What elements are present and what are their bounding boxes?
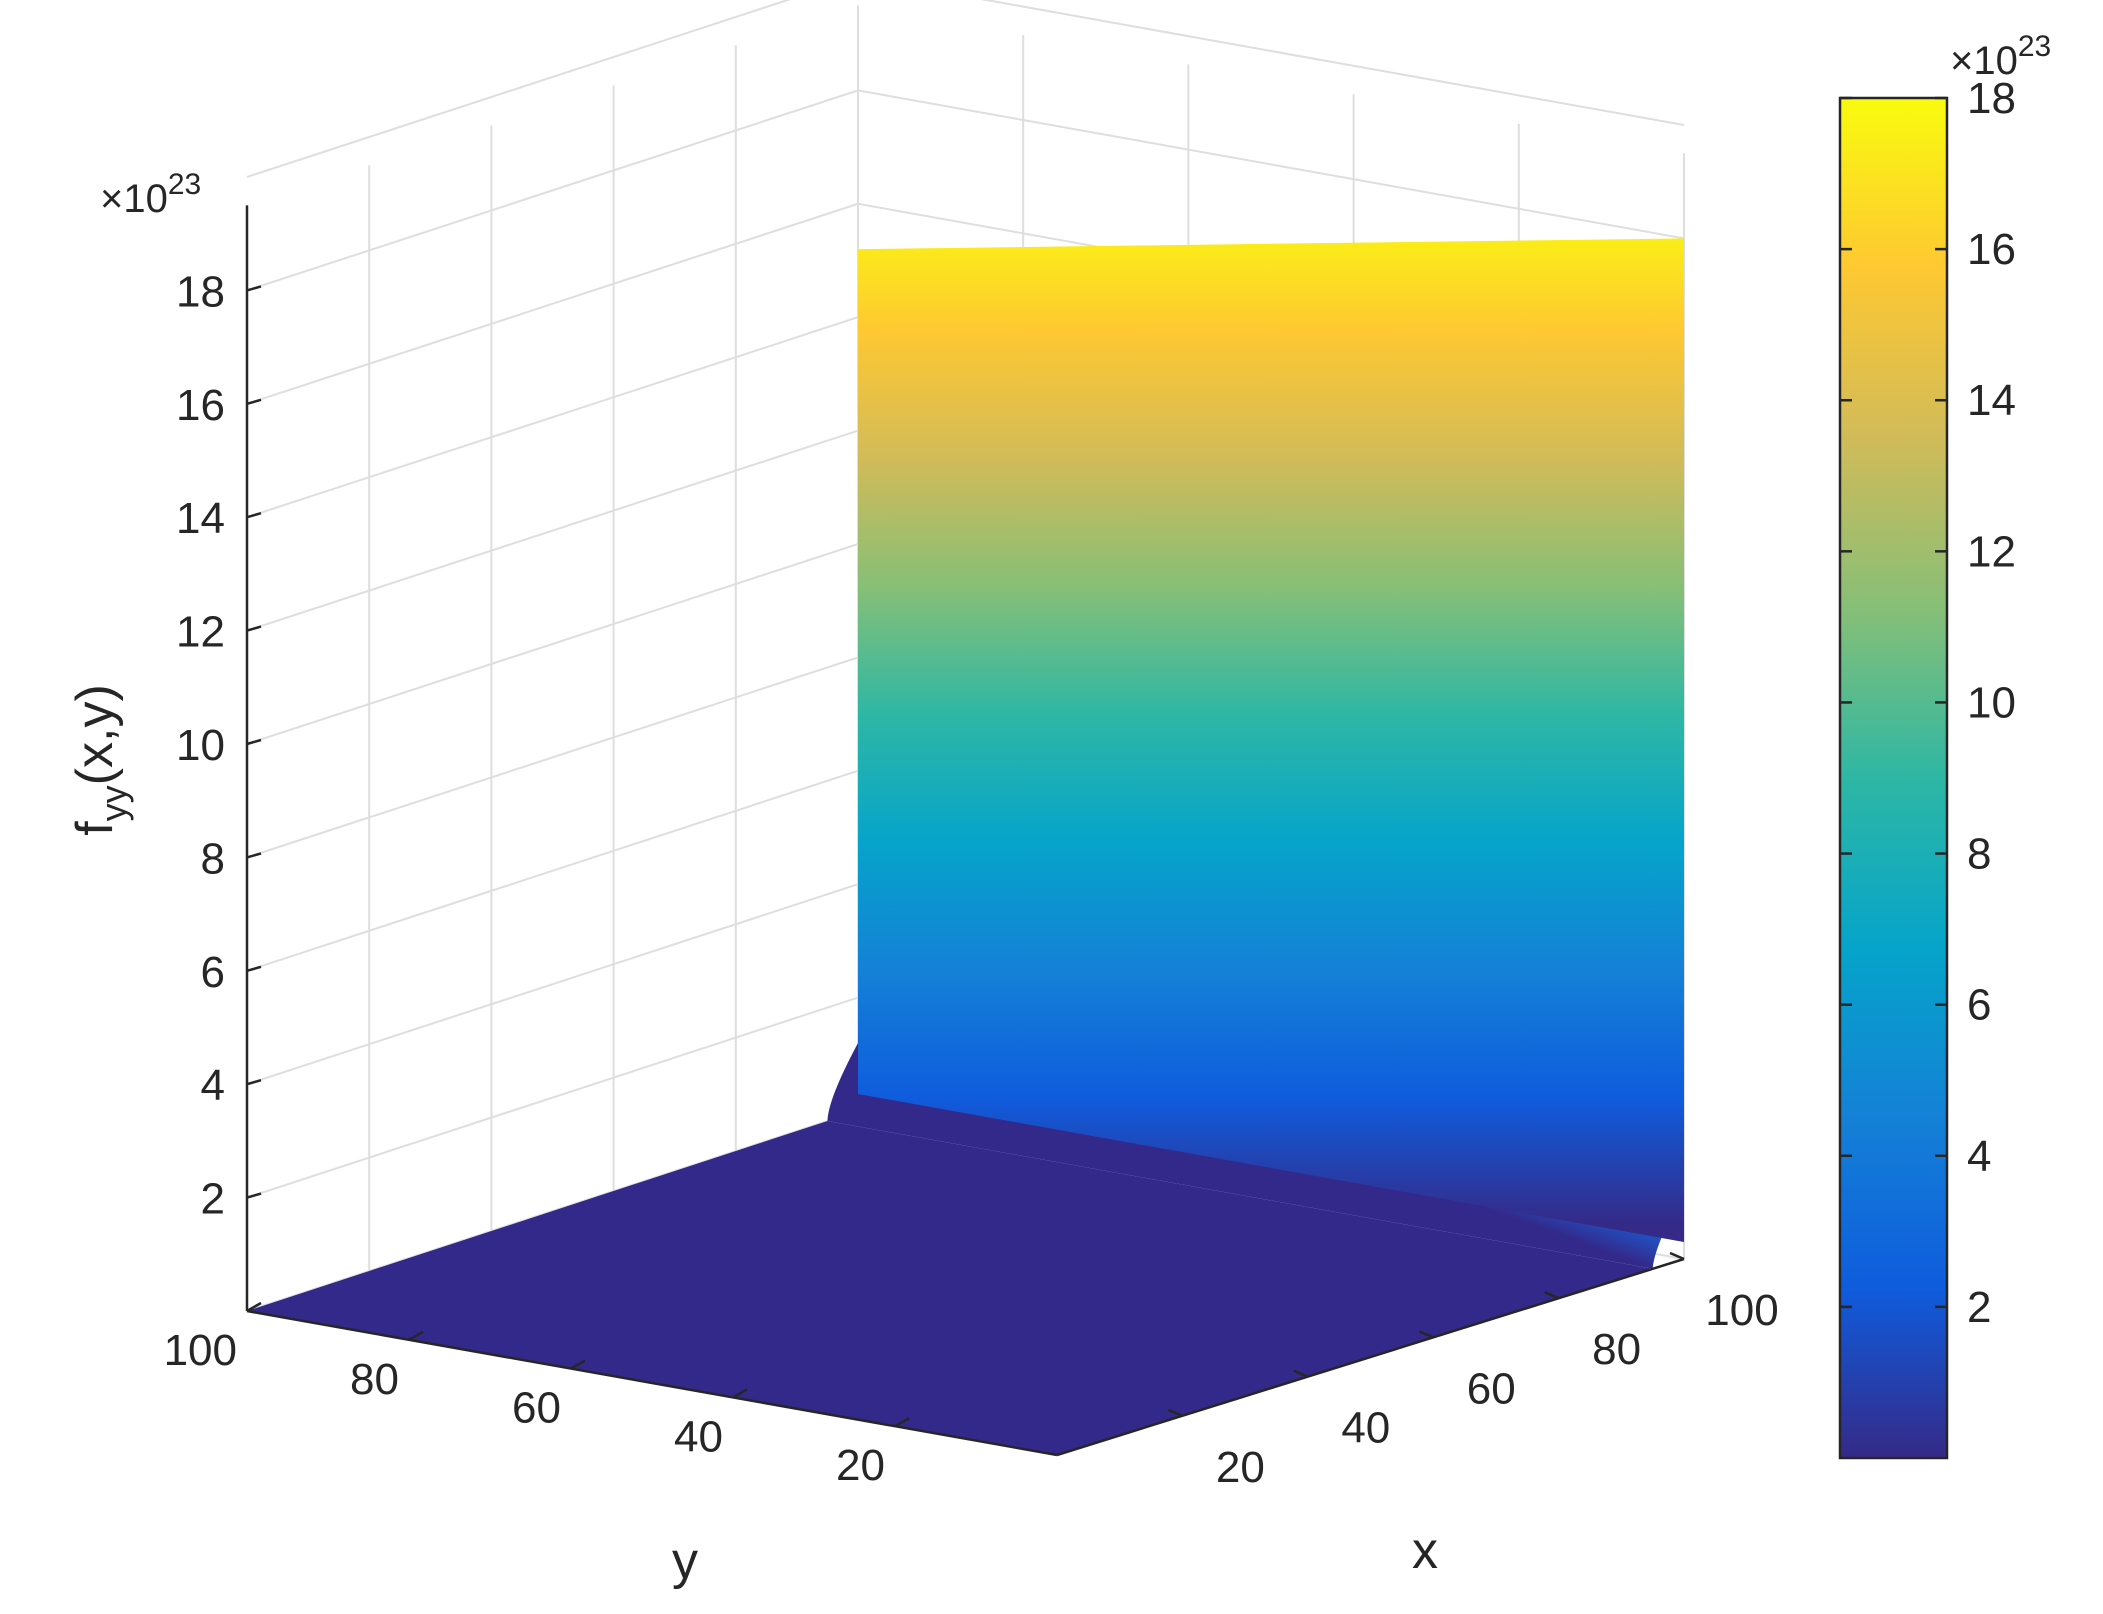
z-tick-label: 4 <box>201 1061 225 1110</box>
y-tick-mark <box>894 1417 910 1428</box>
y-axis-line <box>246 1309 1058 1457</box>
colorbar: 2 4 6 8 10 12 14 16 18 ×1023 <box>1838 30 2051 1460</box>
colorbar-gradient-bar <box>1838 96 1949 1460</box>
z-tick-mark <box>246 1192 262 1199</box>
z-tick-label: 10 <box>176 721 225 770</box>
x-tick-mark <box>1167 1408 1183 1417</box>
x-axis-label: x <box>1412 1522 1438 1580</box>
y-tick-label: 60 <box>512 1384 561 1433</box>
x-tick-mark <box>1544 1291 1560 1300</box>
y-tick-label: 40 <box>674 1412 723 1461</box>
z-tick-label: 18 <box>176 267 225 316</box>
colorbar-tick-label: 4 <box>1967 1132 1991 1181</box>
y-tick-label: 80 <box>350 1355 399 1404</box>
colorbar-tick-label: 8 <box>1967 830 1991 879</box>
z-tick-mark <box>246 738 262 746</box>
z-tick-mark <box>246 1078 262 1086</box>
z-tick-mark <box>246 625 262 632</box>
surface-wall-region <box>858 238 1684 1242</box>
surface-layer <box>247 238 1684 1455</box>
colorbar-tick-label: 6 <box>1967 981 1991 1030</box>
y-tick-label: 100 <box>164 1326 237 1375</box>
z-tick-mark <box>246 398 262 406</box>
colorbar-tick-label: 14 <box>1967 376 2016 425</box>
grid-line-z-level <box>246 89 1685 292</box>
z-axis-label: fyy(x,y) <box>66 684 134 836</box>
surface-flat-region <box>247 1121 1653 1455</box>
y-tick-mark <box>408 1330 424 1341</box>
colorbar-ticks: 2 4 6 8 10 12 14 16 18 <box>1840 74 2016 1332</box>
colorbar-tick-label: 16 <box>1967 225 2016 274</box>
x-tick-label: 40 <box>1341 1404 1390 1453</box>
y-tick-mark <box>570 1359 586 1370</box>
colorbar-tick-label: 12 <box>1967 527 2016 576</box>
y-tick-label: 20 <box>836 1441 885 1490</box>
z-tick-mark <box>246 852 262 859</box>
x-tick-mark <box>1418 1330 1434 1339</box>
x-axis-line <box>1056 1257 1685 1457</box>
x-tick-label: 100 <box>1705 1286 1778 1335</box>
x-tick-label: 20 <box>1216 1443 1265 1492</box>
x-tick-mark <box>1293 1369 1309 1378</box>
z-tick-mark <box>246 285 262 292</box>
z-axis-multiplier: ×1023 <box>100 168 201 221</box>
z-tick-label: 2 <box>201 1175 225 1224</box>
x-tick-label: 80 <box>1592 1325 1641 1374</box>
z-tick-mark <box>246 965 262 973</box>
z-tick-label: 8 <box>201 834 225 883</box>
x-tick-mark <box>1669 1251 1685 1261</box>
z-tick-label: 12 <box>176 608 225 657</box>
y-tick-mark <box>732 1388 748 1399</box>
colorbar-tick-label: 10 <box>1967 678 2016 727</box>
z-tick-label: 16 <box>176 381 225 430</box>
y-axis-label: y <box>672 1532 698 1590</box>
z-tick-label: 6 <box>201 948 225 997</box>
x-tick-label: 60 <box>1467 1364 1516 1413</box>
colorbar-tick-label: 18 <box>1967 74 2016 123</box>
colorbar-tick-label: 2 <box>1967 1283 1991 1332</box>
z-tick-mark <box>246 511 262 519</box>
colorbar-multiplier: ×1023 <box>1950 30 2051 83</box>
axes-layer: 2 4 6 8 10 12 14 16 18 20 40 60 80 100 20 40 60 80 100 <box>164 205 1779 1492</box>
grid-line-z-level <box>246 0 1685 178</box>
y-tick-mark <box>246 1301 262 1313</box>
z-tick-label: 14 <box>176 494 225 543</box>
